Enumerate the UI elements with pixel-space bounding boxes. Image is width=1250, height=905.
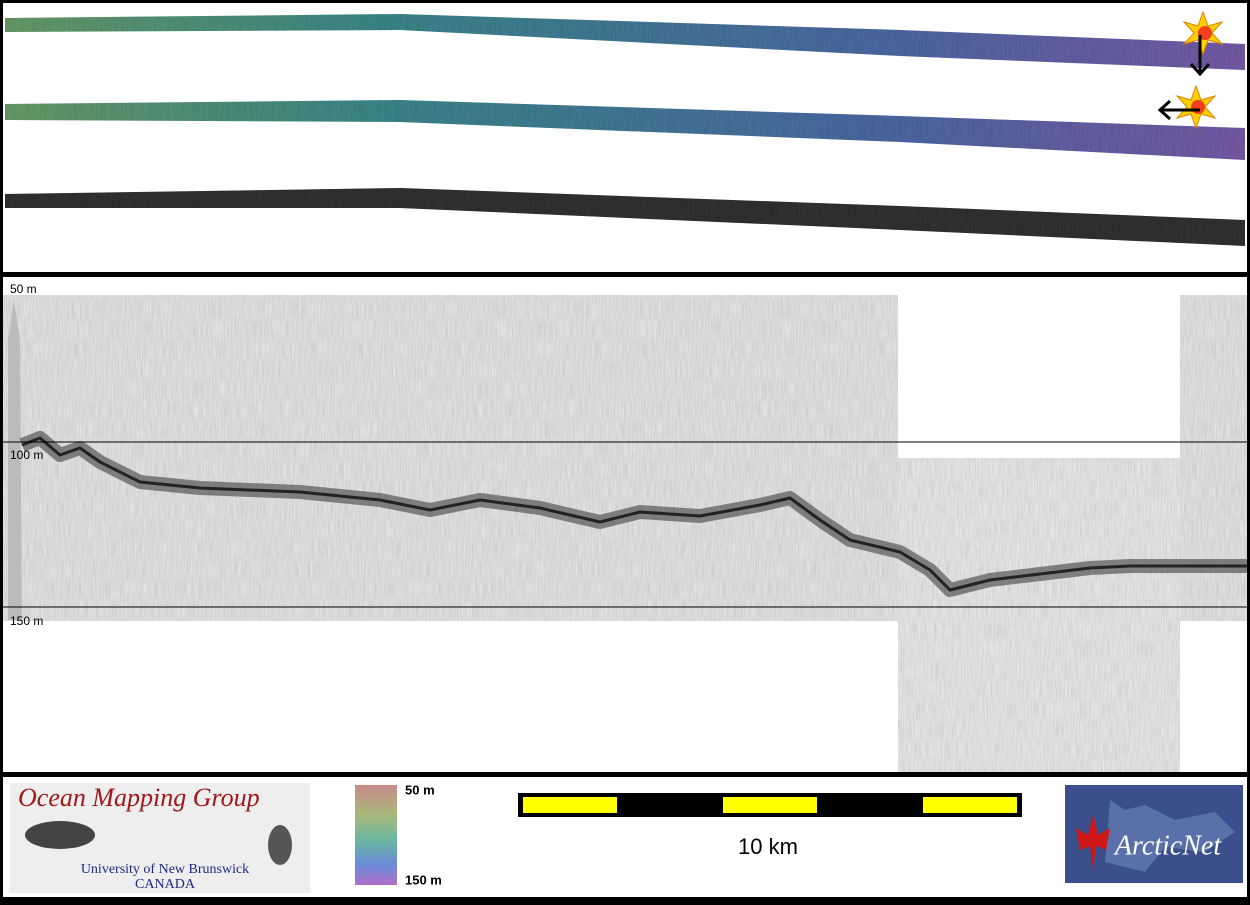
logo-title: Ocean Mapping Group	[18, 783, 260, 812]
colorbar-label: 50 m	[405, 782, 435, 797]
sun-icon	[1182, 10, 1224, 77]
colorbar-label: 150 m	[405, 872, 442, 887]
swath-backscatter-grey	[5, 188, 1245, 246]
swath-backscatter-colour	[5, 14, 1245, 70]
seabed-reflector	[21, 436, 1247, 592]
group-logo: Ocean Mapping Group University of New Br…	[10, 783, 310, 893]
swath-bathymetry-colour	[5, 100, 1245, 160]
depth-label: 50 m	[10, 282, 37, 296]
depth-label: 100 m	[10, 448, 43, 462]
sun-icon	[1157, 84, 1217, 130]
colorbar	[355, 785, 397, 885]
logo-text: CANADA	[135, 877, 196, 892]
profile-echogram	[898, 458, 1180, 772]
partner-logo: ArcticNet	[1065, 785, 1243, 883]
near-surface-return	[8, 300, 22, 620]
scale-label: 10 km	[738, 834, 798, 859]
partner-name: ArcticNet	[1113, 830, 1222, 861]
profile-echogram	[3, 295, 898, 621]
scale-bar	[518, 793, 1022, 817]
depth-label: 150 m	[10, 614, 43, 628]
logo-text: University of New Brunswick	[81, 862, 249, 877]
